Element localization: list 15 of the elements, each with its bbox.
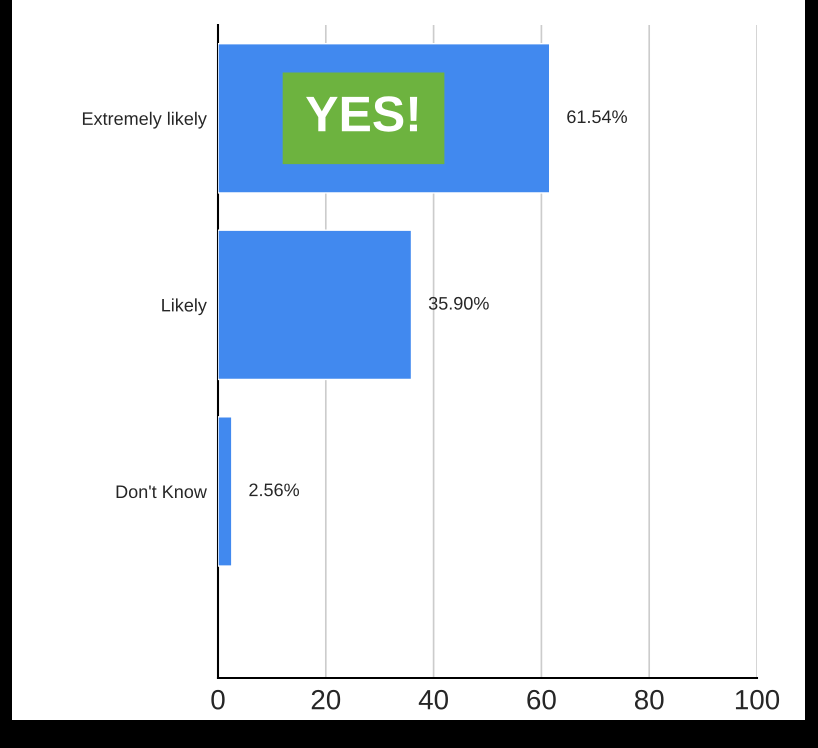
data-label: 35.90% xyxy=(428,296,489,310)
data-label: 61.54% xyxy=(567,110,627,124)
x-tick-label: 0 xyxy=(211,690,225,710)
x-tick-label: 100 xyxy=(736,690,780,710)
annotation: YES! xyxy=(306,96,418,132)
data-label: 2.56% xyxy=(249,483,300,496)
y-tick-label: Extremely likely xyxy=(82,112,207,129)
x-tick-label: 60 xyxy=(527,690,556,710)
x-tick-label: 80 xyxy=(634,690,664,710)
y-tick-label: Likely xyxy=(162,298,207,316)
bar xyxy=(218,416,232,567)
y-tick-label: Don't Know xyxy=(116,486,207,498)
x-tick-label: 20 xyxy=(312,690,340,710)
bar xyxy=(218,230,412,380)
x-tick-label: 40 xyxy=(418,690,448,710)
